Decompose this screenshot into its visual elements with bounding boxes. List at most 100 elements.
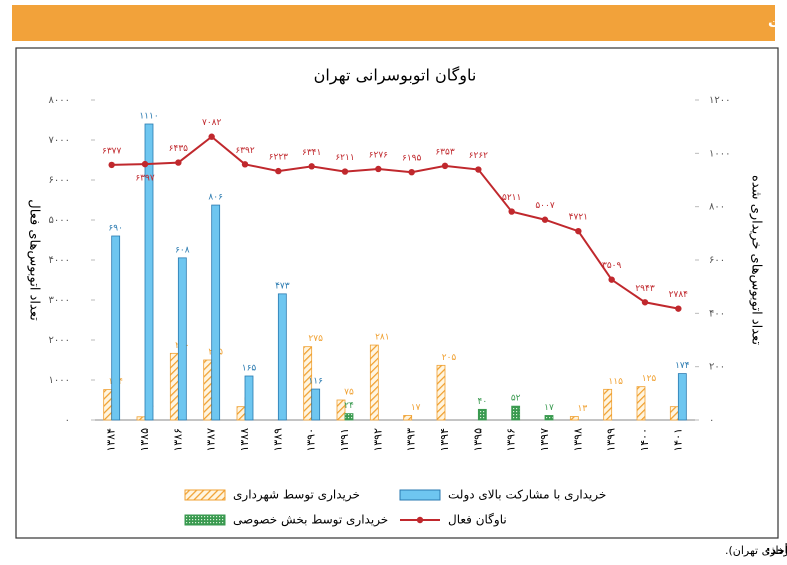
x-tick-label: ۱۳۹۷ xyxy=(538,428,551,452)
bar xyxy=(244,375,254,421)
bar-label: ۱۱۱۰ xyxy=(139,112,158,122)
bar-label: ۶۹۰ xyxy=(108,224,123,234)
bar-label: ۴۰ xyxy=(477,397,487,407)
y2-tick-label: ۱۲۰۰ xyxy=(709,95,730,106)
y-tick-label: ۲۰۰۰ xyxy=(49,335,70,346)
x-tick-label: ۱۴۰۰ xyxy=(638,428,651,452)
source-text: نگارنده (براساس اطلاعات دریافتی از شهردا… xyxy=(725,544,787,557)
bar-label: ۱۱۵ xyxy=(608,377,623,387)
line-label: ۶۳۴۱ xyxy=(302,148,321,158)
point xyxy=(575,227,582,235)
x-tick-label: ۱۳۸۶ xyxy=(171,428,184,452)
y2-tick-label: ۶۰۰ xyxy=(709,255,725,266)
y-axis-title: تعداد اتوبوس‌های فعال xyxy=(27,199,42,321)
bar-label: ۲۴ xyxy=(344,401,354,411)
legend-label: ناوگان فعال xyxy=(448,513,507,528)
header-bar xyxy=(12,5,775,41)
y2-tick-label: ۲۰۰ xyxy=(709,362,725,373)
x-tick-label: ۱۳۸۹ xyxy=(271,428,284,452)
x-tick-label: ۱۳۹۴ xyxy=(438,428,451,452)
point xyxy=(408,169,415,176)
y-tick-label: ۳۰۰۰ xyxy=(49,295,70,306)
bar-label: ۱۷ xyxy=(411,403,421,413)
point xyxy=(108,161,115,169)
bar xyxy=(677,373,687,421)
point xyxy=(275,167,282,175)
bar-label: ۱۷ xyxy=(544,403,554,413)
y2-tick-label: ۴۰۰ xyxy=(709,308,725,319)
bar xyxy=(203,359,213,421)
y-tick-label: ۱۰۰۰ xyxy=(49,375,70,386)
point xyxy=(508,208,515,215)
bar xyxy=(544,415,554,421)
bar-label: ۱۲۵ xyxy=(642,374,657,384)
bar xyxy=(136,416,146,421)
bar xyxy=(177,257,187,421)
line-label: ۶۴۳۵ xyxy=(169,144,189,154)
bar-label: ۲۰۵ xyxy=(442,353,457,363)
legend-label: خریداری توسط بخش خصوصی xyxy=(233,513,388,528)
line-label: ۲۷۸۴ xyxy=(669,290,689,300)
bar xyxy=(236,406,246,421)
line-label: ۶۳۵۳ xyxy=(435,147,455,157)
bar xyxy=(211,204,221,421)
y-tick-label: ۶۰۰۰ xyxy=(49,175,70,186)
line-label: ۳۵۰۹ xyxy=(602,261,622,271)
line xyxy=(111,135,679,310)
x-tick-label: ۱۴۰۱ xyxy=(671,428,684,452)
line-label: ۶۳۹۲ xyxy=(235,146,255,156)
bar xyxy=(569,416,579,421)
bar xyxy=(369,344,379,421)
point xyxy=(241,161,249,168)
bar xyxy=(603,388,613,421)
bar-label: ۴۷۳ xyxy=(275,281,290,291)
line-label: ۴۷۲۱ xyxy=(569,213,588,223)
x-tick-label: ۱۳۹۱ xyxy=(338,428,351,452)
bar xyxy=(436,364,446,421)
point xyxy=(141,160,149,168)
bar xyxy=(111,235,121,421)
bar-label: ۵۲ xyxy=(511,394,521,404)
x-tick-label: ۱۳۸۸ xyxy=(238,428,251,452)
x-tick-label: ۱۳۹۲ xyxy=(371,428,384,452)
line-label: ۶۳۹۷ xyxy=(135,174,155,184)
point xyxy=(675,305,682,312)
bar xyxy=(303,346,313,421)
x-tick-label: ۱۳۹۶ xyxy=(505,428,518,452)
legend-label: خریداری با مشارکت بالای دولت xyxy=(448,488,606,503)
y2-tick-label: ۱۰۰۰ xyxy=(709,148,730,159)
legend-swatch xyxy=(184,489,226,501)
y-tick-label: ۴۰۰۰ xyxy=(49,255,70,266)
line-label: ۶۲۷۶ xyxy=(369,150,389,160)
bar-label: ۶۰۸ xyxy=(175,245,190,255)
line-label: ۷۰۸۲ xyxy=(202,118,222,128)
bar-label: ۷۵ xyxy=(344,388,354,398)
bar xyxy=(403,415,413,421)
point xyxy=(175,159,182,166)
bar xyxy=(477,408,487,421)
line-label: ۲۹۴۳ xyxy=(635,284,655,294)
x-tick-label: ۱۳۹۰ xyxy=(305,428,318,452)
x-tick-label: ۱۳۹۹ xyxy=(605,428,618,452)
bar-label: ۱۳ xyxy=(577,404,587,414)
line-label: ۵۲۱۱ xyxy=(502,193,521,203)
bar xyxy=(103,389,113,421)
line-label: ۶۲۱۱ xyxy=(335,153,354,163)
y2-tick-label: ۰ xyxy=(709,415,714,426)
legend-swatch xyxy=(399,489,441,501)
bar-label: ۱۷۴ xyxy=(675,361,690,371)
bar-label: ۲۸۱ xyxy=(375,333,390,343)
y2-axis-title: تعداد اتوبوس‌های خریداری شده xyxy=(749,175,764,345)
y-tick-label: ۷۰۰۰ xyxy=(49,135,70,146)
line-label: ۵۰۰۷ xyxy=(535,201,555,211)
legend-swatch-dot xyxy=(416,516,424,524)
y-tick-label: ۰ xyxy=(65,415,70,426)
bar-label: ۲۷۵ xyxy=(308,334,323,344)
point xyxy=(608,276,615,283)
line-label: ۶۱۹۵ xyxy=(402,154,422,164)
bar xyxy=(344,413,354,421)
bar xyxy=(636,386,646,421)
bar-label: ۱۱۶ xyxy=(308,377,323,387)
